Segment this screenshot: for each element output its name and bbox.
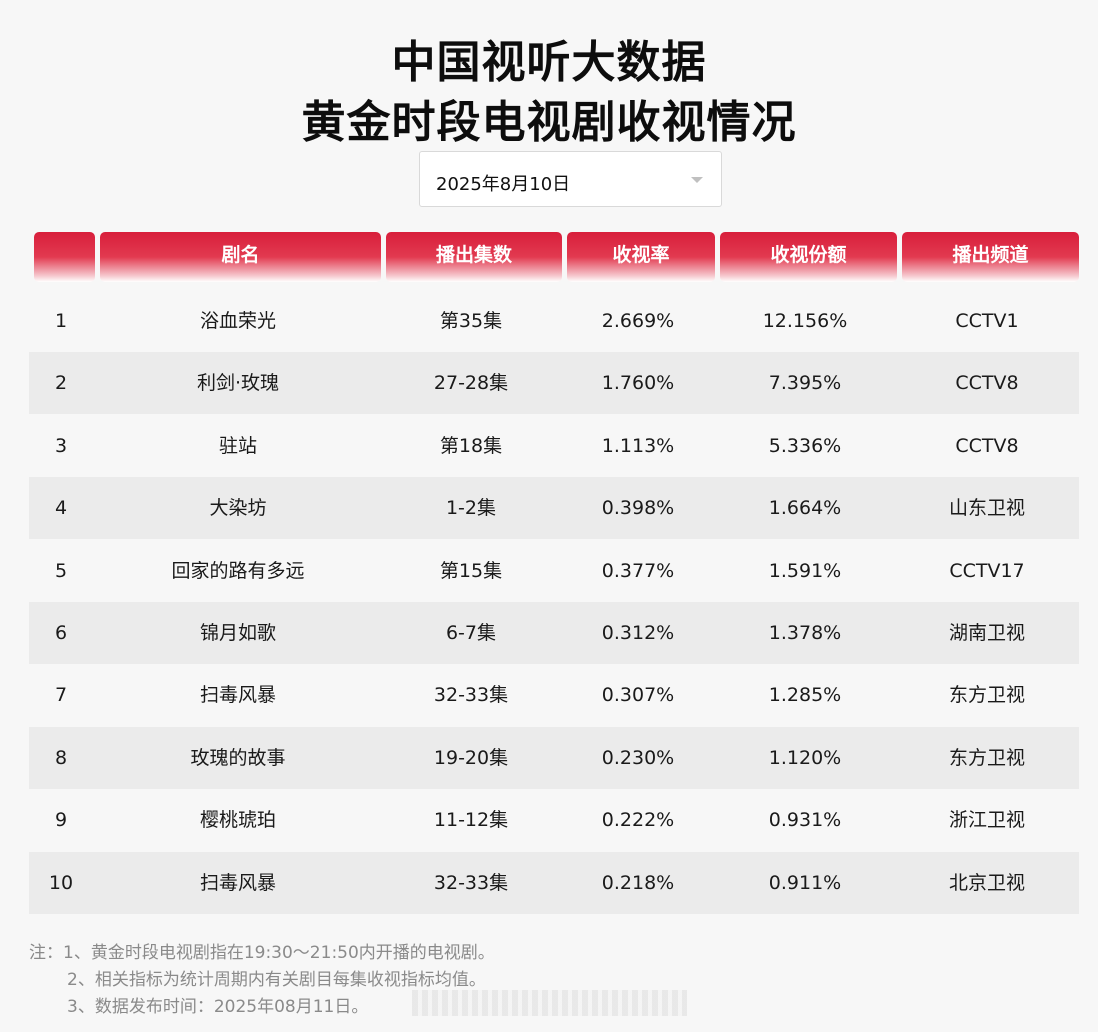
cell-share: 0.931%: [768, 809, 842, 832]
cell-rank: 8: [54, 746, 68, 769]
date-dropdown-value: 2025年8月10日: [436, 174, 571, 195]
chevron-down-icon[interactable]: [691, 177, 703, 183]
cell-episodes: 1-2集: [445, 497, 497, 520]
cell-channel: CCTV17: [949, 559, 1025, 582]
cell-channel: CCTV1: [955, 310, 1019, 332]
page-title-line1: 中国视听大数据: [391, 37, 707, 88]
cell-channel: 湖南卫视: [948, 622, 1025, 644]
table-row: 8 玫瑰的故事 19-20集 0.230% 1.120% 东方卫视: [29, 726, 1079, 789]
table-row: 9 樱桃琥珀 11-12集 0.222% 0.931% 浙江卫视: [29, 789, 1079, 851]
cell-episodes: 32-33集: [433, 871, 509, 894]
table-row: 1 浴血荣光 第35集 2.669% 12.156% CCTV1: [29, 290, 1079, 352]
cell-share: 5.336%: [768, 434, 842, 457]
cell-share: 1.591%: [768, 559, 842, 582]
cell-episodes: 6-7集: [445, 622, 497, 644]
date-dropdown[interactable]: 2025年8月10日: [419, 151, 722, 207]
page-title-line2: 黄金时段电视剧收视情况: [301, 97, 797, 148]
cell-share: 7.395%: [768, 372, 842, 395]
cell-share: 1.664%: [768, 497, 842, 520]
cell-rating: 0.218%: [601, 871, 675, 894]
header-channel: 播出频道: [902, 232, 1079, 282]
cell-episodes: 19-20集: [433, 746, 509, 769]
table-row: 6 锦月如歌 6-7集 0.312% 1.378% 湖南卫视: [29, 602, 1079, 664]
header-episodes: 播出集数: [386, 232, 562, 282]
cell-rating: 2.669%: [601, 310, 675, 332]
cell-rank: 1: [54, 310, 68, 332]
cell-rank: 3: [54, 434, 68, 457]
cell-share: 1.120%: [768, 746, 842, 769]
cell-share: 1.285%: [768, 684, 842, 707]
cell-rating: 0.230%: [601, 746, 675, 769]
cell-name: 驻站: [218, 434, 257, 457]
cell-rating: 0.398%: [601, 497, 675, 520]
cell-channel: 东方卫视: [948, 684, 1025, 707]
cell-channel: 山东卫视: [948, 497, 1025, 520]
cell-episodes: 第35集: [439, 310, 503, 332]
header-share: 收视份额: [720, 232, 897, 282]
table-row: 10 扫毒风暴 32-33集 0.218% 0.911% 北京卫视: [29, 851, 1079, 914]
table-row: 4 大染坊 1-2集 0.398% 1.664% 山东卫视: [29, 477, 1079, 540]
cell-rating: 1.760%: [601, 372, 675, 395]
footnote-2: 2、相关指标为统计周期内有关剧目每集收视指标均值。: [67, 970, 486, 990]
cell-rank: 9: [54, 809, 68, 832]
header-rank: [34, 232, 95, 282]
cell-name: 玫瑰的故事: [190, 746, 286, 769]
cell-channel: 北京卫视: [948, 871, 1025, 894]
cell-share: 12.156%: [762, 310, 848, 332]
cell-rank: 7: [54, 684, 68, 707]
cell-rank: 6: [54, 622, 68, 644]
cell-rank: 2: [54, 372, 68, 395]
cell-share: 1.378%: [768, 622, 842, 644]
cell-rating: 0.312%: [601, 622, 675, 644]
cell-channel: 东方卫视: [948, 746, 1025, 769]
cell-name: 扫毒风暴: [199, 871, 276, 894]
cell-episodes: 第15集: [439, 559, 503, 582]
footnote-1: 注：1、黄金时段电视剧指在19:30～21:50内开播的电视剧。: [29, 943, 495, 963]
table-row: 5 回家的路有多远 第15集 0.377% 1.591% CCTV17: [29, 540, 1079, 602]
cell-rating: 1.113%: [601, 434, 675, 457]
table-row: 2 利剑·玫瑰 27-28集 1.760% 7.395% CCTV8: [29, 352, 1079, 415]
watermark: [412, 990, 687, 1016]
footnotes: 注：1、黄金时段电视剧指在19:30～21:50内开播的电视剧。 2、相关指标为…: [29, 940, 495, 1021]
cell-rating: 0.307%: [601, 684, 675, 707]
cell-channel: 浙江卫视: [948, 809, 1025, 832]
cell-channel: CCTV8: [955, 372, 1019, 395]
header-drama-name: 剧名: [100, 232, 381, 282]
cell-name: 锦月如歌: [199, 622, 276, 644]
header-rating: 收视率: [567, 232, 715, 282]
cell-name: 樱桃琥珀: [199, 809, 276, 832]
cell-episodes: 11-12集: [433, 809, 509, 832]
cell-channel: CCTV8: [955, 434, 1019, 457]
cell-share: 0.911%: [768, 871, 842, 894]
table-row: 3 驻站 第18集 1.113% 5.336% CCTV8: [29, 415, 1079, 477]
cell-rank: 4: [54, 497, 68, 520]
cell-name: 浴血荣光: [199, 310, 276, 332]
cell-rank: 5: [54, 559, 68, 582]
cell-name: 利剑·玫瑰: [196, 372, 280, 395]
cell-episodes: 第18集: [439, 434, 503, 457]
cell-rating: 0.222%: [601, 809, 675, 832]
cell-name: 回家的路有多远: [171, 559, 305, 582]
cell-episodes: 27-28集: [433, 372, 509, 395]
cell-rank: 10: [48, 871, 74, 894]
footnote-3: 3、数据发布时间：2025年08月11日。: [67, 997, 369, 1017]
cell-name: 大染坊: [209, 497, 267, 520]
cell-episodes: 32-33集: [433, 684, 509, 707]
cell-rating: 0.377%: [601, 559, 675, 582]
table-row: 7 扫毒风暴 32-33集 0.307% 1.285% 东方卫视: [29, 664, 1079, 726]
cell-name: 扫毒风暴: [199, 684, 276, 707]
